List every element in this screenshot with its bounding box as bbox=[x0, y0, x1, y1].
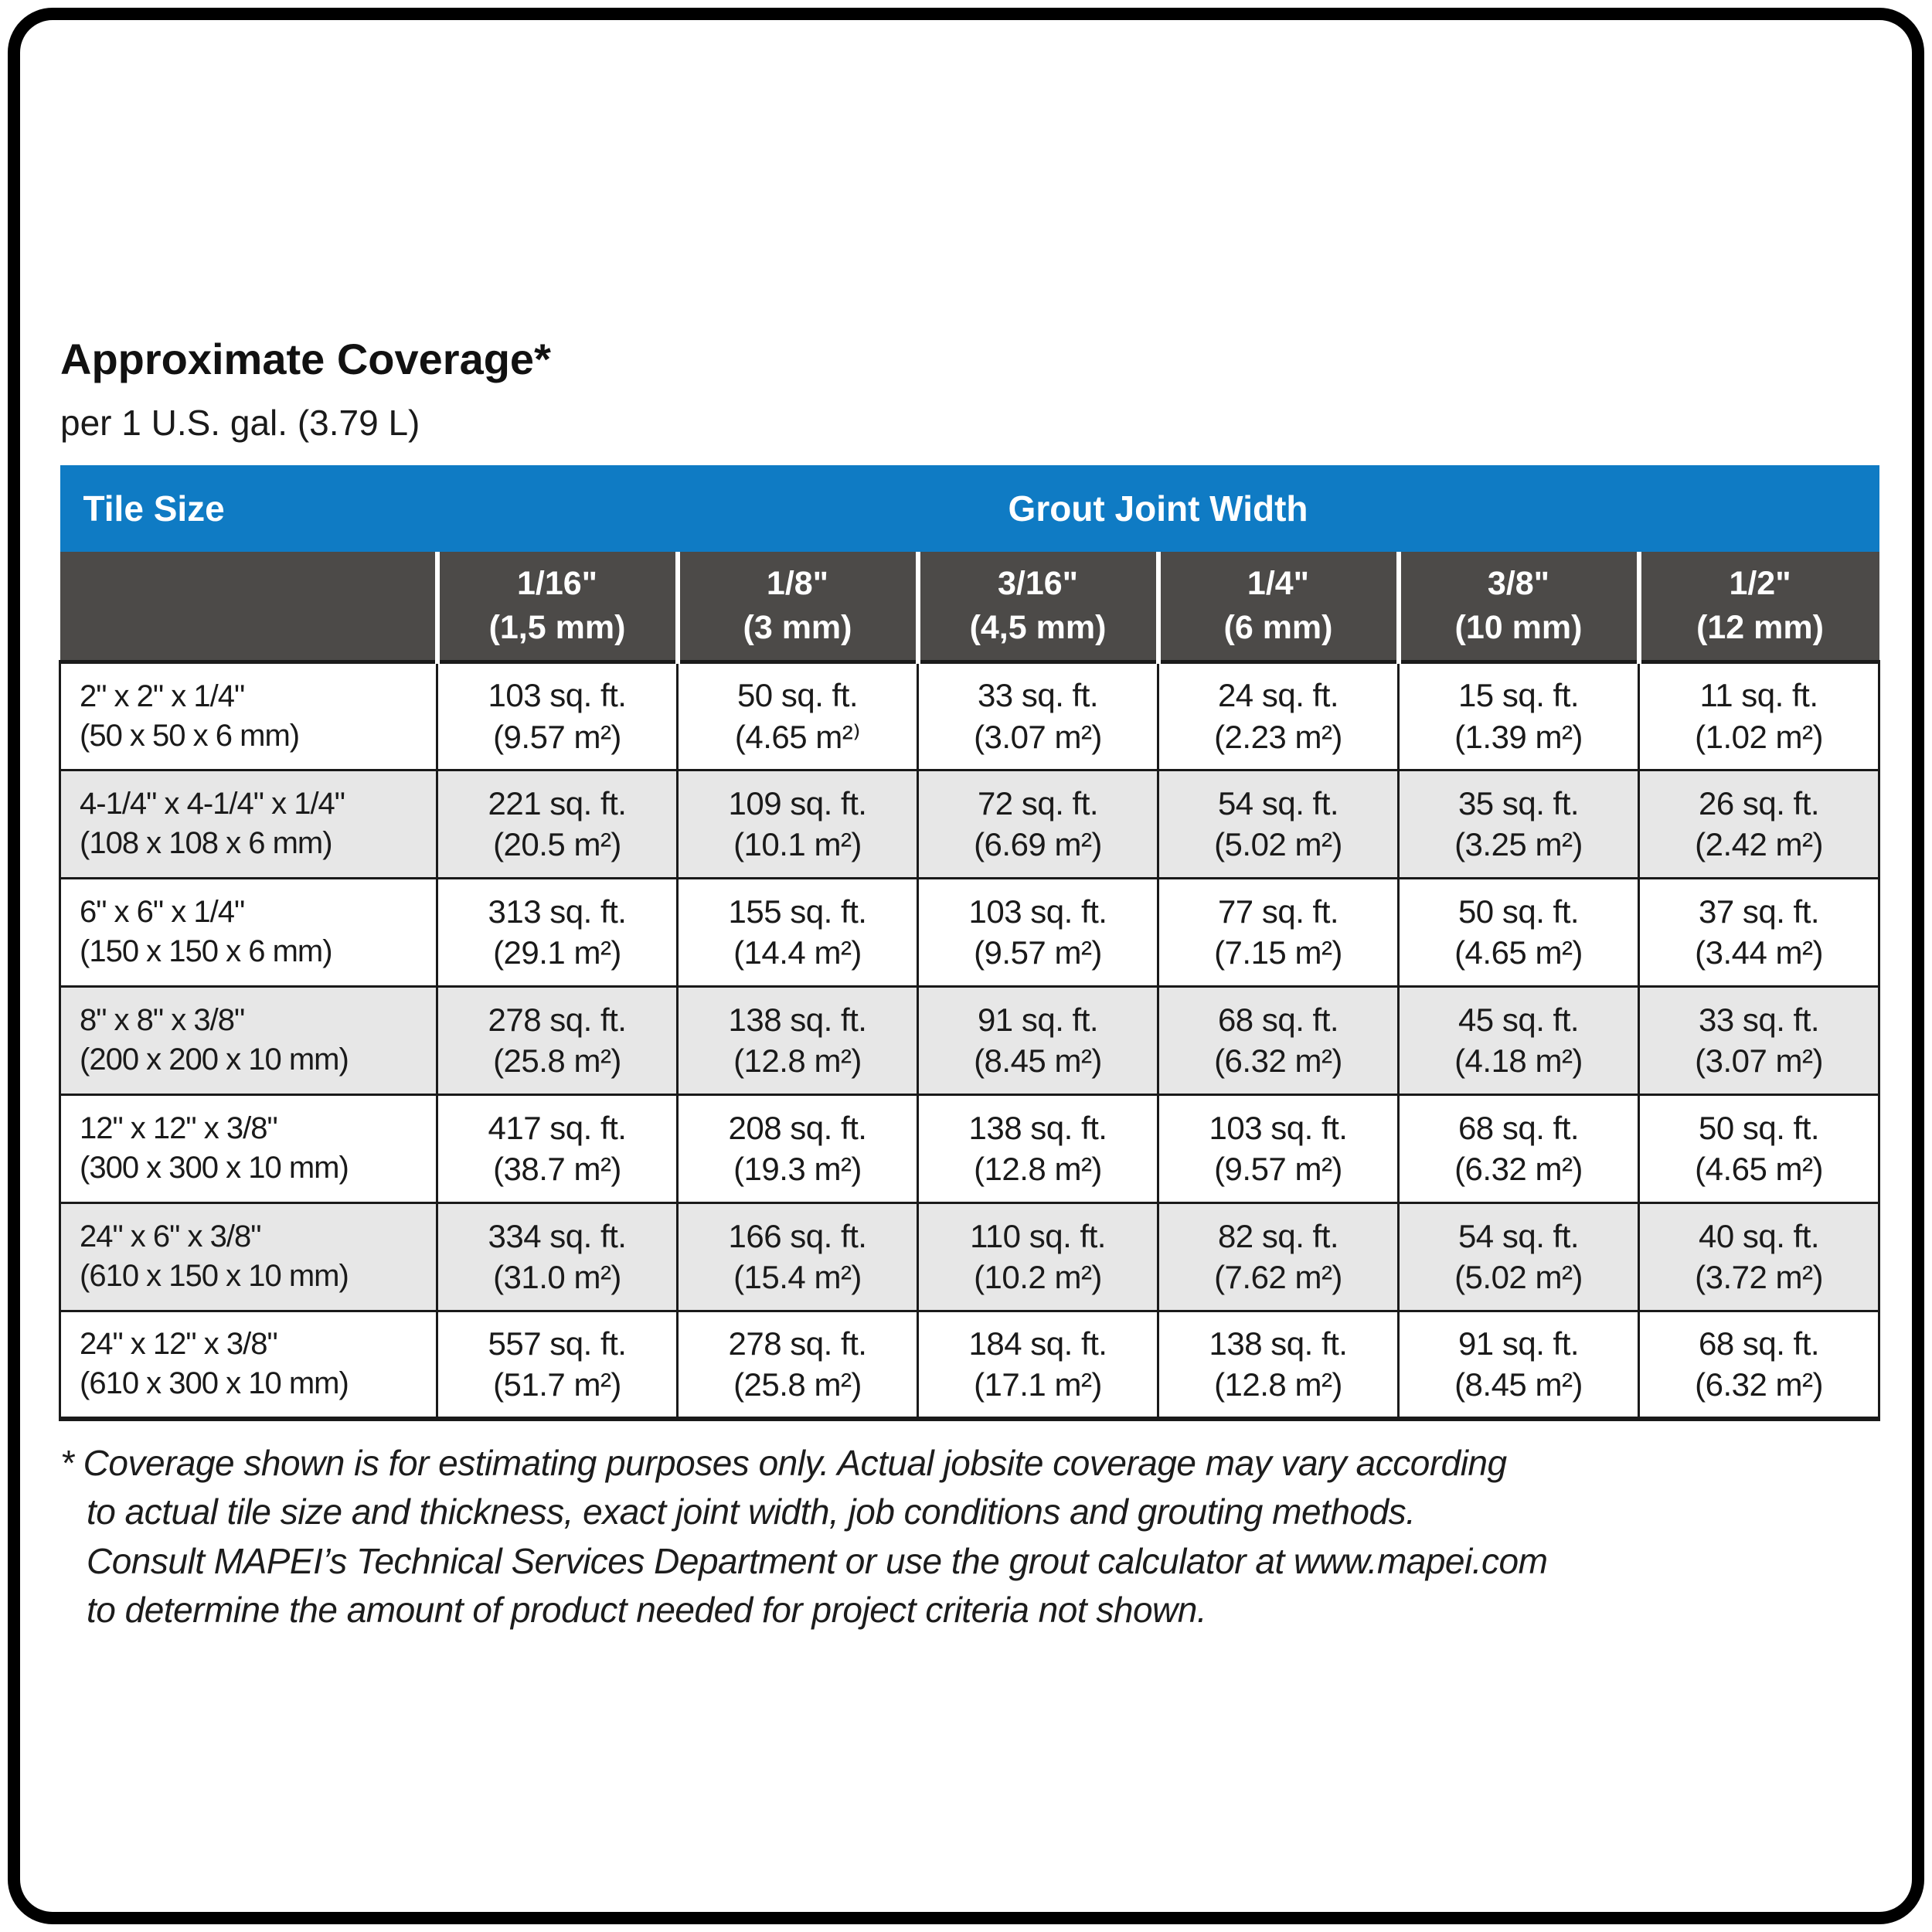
coverage-cell: 24 sq. ft. (2.23 m²) bbox=[1157, 660, 1400, 771]
table-row: 2" x 2" x 1/4" (50 x 50 x 6 mm) 103 sq. ft… bbox=[59, 660, 1881, 771]
coverage-cell: 91 sq. ft. (8.45 m²) bbox=[917, 985, 1159, 1096]
coverage-cell: 103 sq. ft. (9.57 m²) bbox=[436, 660, 679, 771]
coverage-cell: 35 sq. ft. (3.25 m²) bbox=[1397, 768, 1640, 879]
coverage-cell: 138 sq. ft. (12.8 m²) bbox=[917, 1093, 1159, 1204]
empty-subheader-cell bbox=[60, 552, 437, 664]
coverage-cell: 155 sq. ft. (14.4 m²) bbox=[676, 876, 919, 988]
coverage-cell: 33 sq. ft. (3.07 m²) bbox=[1637, 985, 1881, 1096]
coverage-cell: 138 sq. ft. (12.8 m²) bbox=[676, 985, 919, 1096]
coverage-cell: 278 sq. ft. (25.8 m²) bbox=[436, 985, 679, 1096]
grout-width-column-header: 1/2" (12 mm) bbox=[1636, 552, 1879, 664]
coverage-cell: 33 sq. ft. (3.07 m²) bbox=[917, 660, 1159, 771]
coverage-cell: 26 sq. ft. (2.42 m²) bbox=[1637, 768, 1881, 879]
coverage-cell: 45 sq. ft. (4.18 m²) bbox=[1397, 985, 1640, 1096]
table-subheader-row: 1/16" (1,5 mm) 1/8" (3 mm) 3/16" (4,5 mm) 1/4"… bbox=[60, 552, 1879, 664]
coverage-cell: 109 sq. ft. (10.1 m²) bbox=[676, 768, 919, 879]
coverage-cell: 313 sq. ft. (29.1 m²) bbox=[436, 876, 679, 988]
table-row: 24" x 6" x 3/8" (610 x 150 x 10 mm) 334 sq… bbox=[59, 1201, 1881, 1312]
footnote-line: * Coverage shown is for estimating purpo… bbox=[60, 1443, 1507, 1483]
coverage-cell: 15 sq. ft. (1.39 m²) bbox=[1397, 660, 1640, 771]
tile-size-cell: 2" x 2" x 1/4" (50 x 50 x 6 mm) bbox=[59, 660, 438, 771]
grout-width-column-header: 1/4" (6 mm) bbox=[1155, 552, 1399, 664]
grout-joint-width-header: Grout Joint Width bbox=[437, 465, 1879, 552]
table-row: 8" x 8" x 3/8" (200 x 200 x 10 mm) 278 sq.… bbox=[59, 985, 1881, 1096]
grout-width-column-header: 1/8" (3 mm) bbox=[675, 552, 918, 664]
coverage-table: Tile Size Grout Joint Width 1/16" (1,5 mm… bbox=[59, 465, 1881, 1421]
coverage-cell: 138 sq. ft. (12.8 m²) bbox=[1157, 1309, 1400, 1421]
footnote-line: to determine the amount of product neede… bbox=[87, 1590, 1207, 1631]
coverage-cell: 103 sq. ft. (9.57 m²) bbox=[1157, 1093, 1400, 1204]
page-subtitle: per 1 U.S. gal. (3.79 L) bbox=[60, 403, 420, 443]
tile-size-cell: 24" x 6" x 3/8" (610 x 150 x 10 mm) bbox=[59, 1201, 438, 1312]
table-row: 24" x 12" x 3/8" (610 x 300 x 10 mm) 557 s… bbox=[59, 1309, 1881, 1421]
coverage-cell: 417 sq. ft. (38.7 m²) bbox=[436, 1093, 679, 1204]
coverage-cell: 11 sq. ft. (1.02 m²) bbox=[1637, 660, 1881, 771]
coverage-cell: 37 sq. ft. (3.44 m²) bbox=[1637, 876, 1881, 988]
footnote-line: Consult MAPEI’s Technical Services Depar… bbox=[87, 1540, 1548, 1581]
grout-width-column-header: 3/16" (4,5 mm) bbox=[915, 552, 1158, 664]
coverage-cell: 166 sq. ft. (15.4 m²) bbox=[676, 1201, 919, 1312]
table-row: 6" x 6" x 1/4" (150 x 150 x 6 mm) 313 sq. … bbox=[59, 876, 1881, 988]
tile-size-cell: 8" x 8" x 3/8" (200 x 200 x 10 mm) bbox=[59, 985, 438, 1096]
coverage-cell: 54 sq. ft. (5.02 m²) bbox=[1397, 1201, 1640, 1312]
coverage-cell: 221 sq. ft. (20.5 m²) bbox=[436, 768, 679, 879]
table-row: 12" x 12" x 3/8" (300 x 300 x 10 mm) 417 s… bbox=[59, 1093, 1881, 1204]
coverage-cell: 184 sq. ft. (17.1 m²) bbox=[917, 1309, 1159, 1421]
coverage-cell: 68 sq. ft. (6.32 m²) bbox=[1397, 1093, 1640, 1204]
footnote: * Coverage shown is for estimating purpo… bbox=[60, 1439, 1915, 1635]
coverage-cell: 68 sq. ft. (6.32 m²) bbox=[1157, 985, 1400, 1096]
tile-size-cell: 12" x 12" x 3/8" (300 x 300 x 10 mm) bbox=[59, 1093, 438, 1204]
coverage-cell: 50 sq. ft. (4.65 m²) bbox=[1397, 876, 1640, 988]
coverage-cell: 278 sq. ft. (25.8 m²) bbox=[676, 1309, 919, 1421]
tile-size-header: Tile Size bbox=[60, 465, 437, 552]
tile-size-cell: 24" x 12" x 3/8" (610 x 300 x 10 mm) bbox=[59, 1309, 438, 1421]
coverage-cell: 72 sq. ft. (6.69 m²) bbox=[917, 768, 1159, 879]
coverage-cell: 103 sq. ft. (9.57 m²) bbox=[917, 876, 1159, 988]
coverage-cell: 82 sq. ft. (7.62 m²) bbox=[1157, 1201, 1400, 1312]
coverage-cell: 68 sq. ft. (6.32 m²) bbox=[1637, 1309, 1881, 1421]
table-row: 4-1/4" x 4-1/4" x 1/4" (108 x 108 x 6 mm)… bbox=[59, 768, 1881, 879]
grout-width-column-header: 3/8" (10 mm) bbox=[1396, 552, 1639, 664]
grout-width-column-header: 1/16" (1,5 mm) bbox=[434, 552, 678, 664]
page-title: Approximate Coverage* bbox=[60, 335, 551, 383]
tile-size-cell: 4-1/4" x 4-1/4" x 1/4" (108 x 108 x 6 mm) bbox=[59, 768, 438, 879]
coverage-cell: 557 sq. ft. (51.7 m²) bbox=[436, 1309, 679, 1421]
tile-size-cell: 6" x 6" x 1/4" (150 x 150 x 6 mm) bbox=[59, 876, 438, 988]
table-header-row: Tile Size Grout Joint Width bbox=[60, 465, 1879, 552]
coverage-cell: 208 sq. ft. (19.3 m²) bbox=[676, 1093, 919, 1204]
coverage-cell: 91 sq. ft. (8.45 m²) bbox=[1397, 1309, 1640, 1421]
coverage-cell: 110 sq. ft. (10.2 m²) bbox=[917, 1201, 1159, 1312]
coverage-cell: 54 sq. ft. (5.02 m²) bbox=[1157, 768, 1400, 879]
coverage-cell: 334 sq. ft. (31.0 m²) bbox=[436, 1201, 679, 1312]
coverage-cell: 77 sq. ft. (7.15 m²) bbox=[1157, 876, 1400, 988]
coverage-cell: 40 sq. ft. (3.72 m²) bbox=[1637, 1201, 1881, 1312]
coverage-cell: 50 sq. ft. (4.65 m²) bbox=[1637, 1093, 1881, 1204]
coverage-cell: 50 sq. ft. (4.65 m²⁾ bbox=[676, 660, 919, 771]
footnote-line: to actual tile size and thickness, exact… bbox=[87, 1492, 1416, 1532]
